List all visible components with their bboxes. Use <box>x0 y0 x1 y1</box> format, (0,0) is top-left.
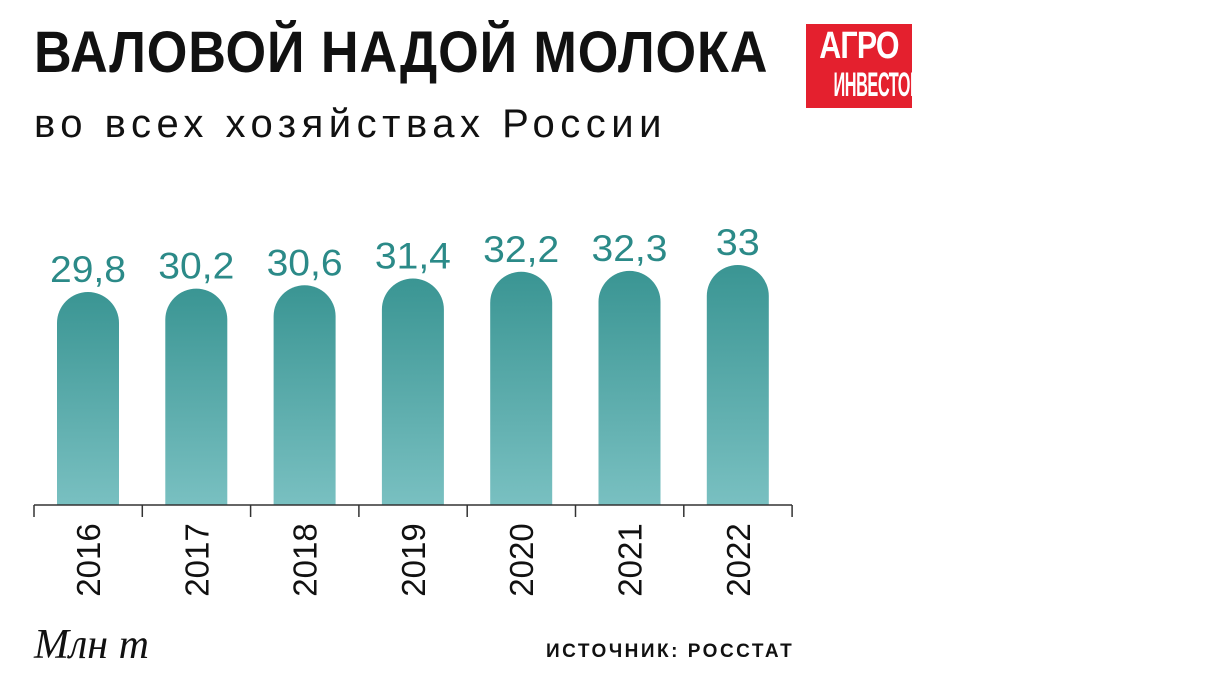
bar-2019 <box>381 278 444 505</box>
bars-group: 29,8 30,2 30,6 31,4 32,2 32,3 33 <box>50 222 769 505</box>
tick-label-2017: 2017 <box>178 523 215 596</box>
data-label-2019: 31,4 <box>375 236 451 277</box>
data-label-2020: 32,2 <box>483 229 559 270</box>
bar-2022 <box>706 264 769 505</box>
agroinvestor-logo: АГРО ИНВЕСТОР <box>806 24 912 108</box>
x-axis: 2016 2017 2018 2019 2020 2021 2022 <box>33 504 793 597</box>
bar-2021 <box>598 270 661 505</box>
tick-label-2020: 2020 <box>503 523 540 596</box>
data-label-2021: 32,3 <box>592 228 668 269</box>
tick-label-2016: 2016 <box>70 523 107 596</box>
data-label-2016: 29,8 <box>50 249 126 290</box>
unit-label: Млн т <box>34 622 149 668</box>
tick-label-2022: 2022 <box>720 523 757 596</box>
chart-title: ВАЛОВОЙ НАДОЙ МОЛОКА <box>34 20 769 85</box>
data-label-2018: 30,6 <box>267 242 343 283</box>
tick-label-2021: 2021 <box>612 523 649 596</box>
logo-text-top: АГРО <box>819 25 899 67</box>
chart-subtitle: во всех хозяйствах России <box>34 102 667 146</box>
tick-label-2018: 2018 <box>287 523 324 596</box>
bar-2016 <box>57 292 119 505</box>
data-label-2022: 33 <box>716 222 760 263</box>
tick-label-2019: 2019 <box>395 523 432 596</box>
bar-2017 <box>165 288 228 505</box>
data-label-2017: 30,2 <box>158 246 234 287</box>
bar-2020 <box>490 271 553 505</box>
bar-2018 <box>273 285 336 505</box>
source-label: ИСТОЧНИК: РОССТАТ <box>546 641 795 662</box>
